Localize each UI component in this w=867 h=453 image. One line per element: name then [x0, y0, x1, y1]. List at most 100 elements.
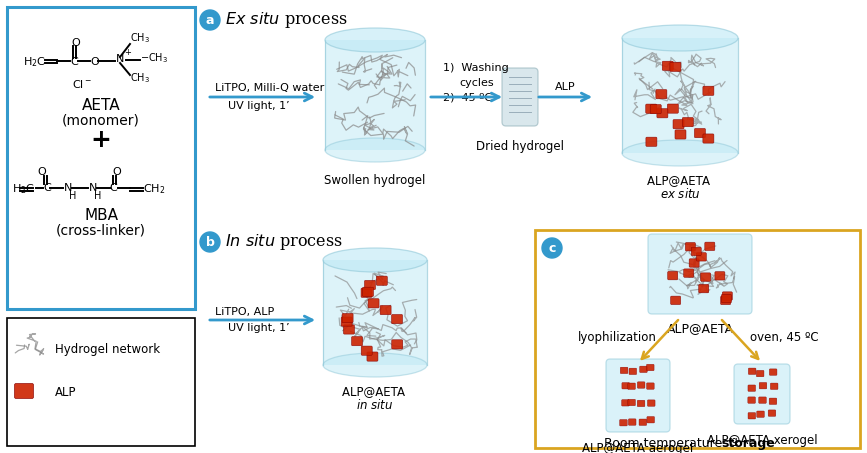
FancyBboxPatch shape [341, 317, 352, 326]
Text: storage: storage [721, 437, 775, 449]
FancyBboxPatch shape [367, 352, 378, 361]
Circle shape [200, 10, 220, 30]
Text: $\mathrm{CH_2}$: $\mathrm{CH_2}$ [143, 182, 166, 196]
Bar [325, 40, 425, 150]
FancyBboxPatch shape [655, 90, 667, 99]
FancyBboxPatch shape [721, 294, 732, 303]
FancyBboxPatch shape [670, 62, 681, 72]
FancyBboxPatch shape [376, 276, 388, 285]
Text: $\mathrm{CH_3}$: $\mathrm{CH_3}$ [130, 31, 150, 45]
Text: $\mathrm{N}$: $\mathrm{N}$ [115, 52, 124, 64]
Text: ALP@AETA: ALP@AETA [647, 174, 714, 187]
Ellipse shape [323, 248, 427, 272]
FancyBboxPatch shape [662, 61, 674, 70]
FancyBboxPatch shape [682, 117, 694, 127]
FancyBboxPatch shape [380, 305, 391, 315]
FancyBboxPatch shape [7, 318, 195, 446]
FancyBboxPatch shape [647, 417, 655, 423]
FancyBboxPatch shape [352, 337, 362, 346]
FancyBboxPatch shape [722, 292, 733, 300]
Text: ALP: ALP [555, 82, 576, 92]
Text: ALP: ALP [55, 386, 76, 399]
Text: lyophilization: lyophilization [577, 332, 656, 344]
Text: UV light, 1’: UV light, 1’ [228, 101, 290, 111]
Text: 2)  45 ºC: 2) 45 ºC [443, 93, 492, 103]
Text: $\it{in\ situ}$: $\it{in\ situ}$ [356, 398, 394, 412]
Text: $\mathrm{O}$: $\mathrm{O}$ [112, 165, 122, 177]
Ellipse shape [323, 353, 427, 377]
Ellipse shape [325, 28, 425, 52]
FancyBboxPatch shape [759, 397, 766, 403]
Text: Hydrogel network: Hydrogel network [55, 342, 160, 356]
Bar [323, 260, 427, 365]
Text: $\it{ex\ situ}$: $\it{ex\ situ}$ [660, 187, 701, 201]
FancyBboxPatch shape [759, 382, 766, 389]
FancyBboxPatch shape [620, 419, 627, 426]
Text: $\mathrm{O}$: $\mathrm{O}$ [90, 55, 100, 67]
Text: $\mathrm{O}$: $\mathrm{O}$ [71, 36, 81, 48]
FancyBboxPatch shape [689, 259, 699, 267]
Text: +: + [90, 128, 112, 152]
Text: MBA: MBA [84, 207, 118, 222]
Text: cycles: cycles [459, 78, 493, 88]
Text: $\it{In\ situ}$ process: $\it{In\ situ}$ process [225, 232, 342, 252]
Text: 1)  Washing: 1) Washing [443, 63, 509, 73]
FancyBboxPatch shape [769, 369, 777, 375]
Text: $\mathrm{O}$: $\mathrm{O}$ [37, 165, 47, 177]
FancyBboxPatch shape [691, 247, 701, 255]
Text: $\it{Ex\ situ}$ process: $\it{Ex\ situ}$ process [225, 10, 348, 30]
FancyBboxPatch shape [7, 7, 195, 309]
FancyBboxPatch shape [748, 385, 755, 391]
FancyBboxPatch shape [657, 109, 668, 118]
Text: LiTPO, Milli-Q water: LiTPO, Milli-Q water [215, 83, 324, 93]
Text: $\mathrm{+}$: $\mathrm{+}$ [124, 47, 132, 57]
Text: $\mathrm{Cl^-}$: $\mathrm{Cl^-}$ [72, 78, 92, 90]
FancyBboxPatch shape [622, 400, 629, 406]
FancyBboxPatch shape [699, 284, 708, 293]
FancyBboxPatch shape [629, 419, 636, 425]
FancyBboxPatch shape [639, 419, 647, 425]
FancyBboxPatch shape [703, 86, 714, 96]
FancyBboxPatch shape [640, 366, 648, 372]
Text: oven, 45 ºC: oven, 45 ºC [750, 332, 818, 344]
FancyBboxPatch shape [361, 288, 372, 297]
FancyBboxPatch shape [648, 400, 655, 406]
Text: AETA: AETA [81, 97, 121, 112]
FancyBboxPatch shape [647, 383, 655, 389]
FancyBboxPatch shape [668, 271, 678, 280]
FancyBboxPatch shape [646, 104, 656, 113]
FancyBboxPatch shape [771, 383, 778, 390]
Text: ALP@AETA aerogel: ALP@AETA aerogel [583, 442, 694, 453]
FancyBboxPatch shape [606, 359, 670, 432]
Text: $\mathrm{N}$: $\mathrm{N}$ [63, 181, 72, 193]
Text: (monomer): (monomer) [62, 113, 140, 127]
FancyBboxPatch shape [715, 272, 725, 280]
FancyBboxPatch shape [703, 134, 714, 143]
Ellipse shape [622, 140, 738, 166]
FancyBboxPatch shape [757, 411, 765, 417]
FancyBboxPatch shape [769, 398, 777, 405]
FancyBboxPatch shape [720, 296, 731, 304]
Text: $\mathrm{H}$: $\mathrm{H}$ [93, 189, 101, 201]
FancyBboxPatch shape [629, 368, 636, 375]
Text: Swollen hydrogel: Swollen hydrogel [324, 174, 426, 187]
Text: LiTPO, ALP: LiTPO, ALP [215, 307, 274, 317]
FancyBboxPatch shape [694, 129, 706, 138]
FancyBboxPatch shape [705, 242, 714, 251]
Text: $\mathrm{H_2C}$: $\mathrm{H_2C}$ [12, 182, 35, 196]
Text: (cross-linker): (cross-linker) [56, 223, 146, 237]
Text: $\mathrm{-CH_3}$: $\mathrm{-CH_3}$ [140, 51, 168, 65]
Text: ALP@AETA: ALP@AETA [667, 322, 733, 335]
Text: Room temperature: Room temperature [604, 437, 727, 449]
FancyBboxPatch shape [628, 383, 636, 390]
FancyBboxPatch shape [362, 287, 374, 296]
FancyBboxPatch shape [671, 296, 681, 304]
FancyBboxPatch shape [343, 325, 355, 334]
Text: $\mathrm{C}$: $\mathrm{C}$ [109, 181, 118, 193]
FancyBboxPatch shape [686, 242, 695, 251]
Text: Dried hydrogel: Dried hydrogel [476, 140, 564, 153]
FancyBboxPatch shape [684, 269, 694, 277]
Ellipse shape [622, 25, 738, 51]
FancyBboxPatch shape [647, 364, 654, 371]
FancyBboxPatch shape [368, 299, 379, 308]
